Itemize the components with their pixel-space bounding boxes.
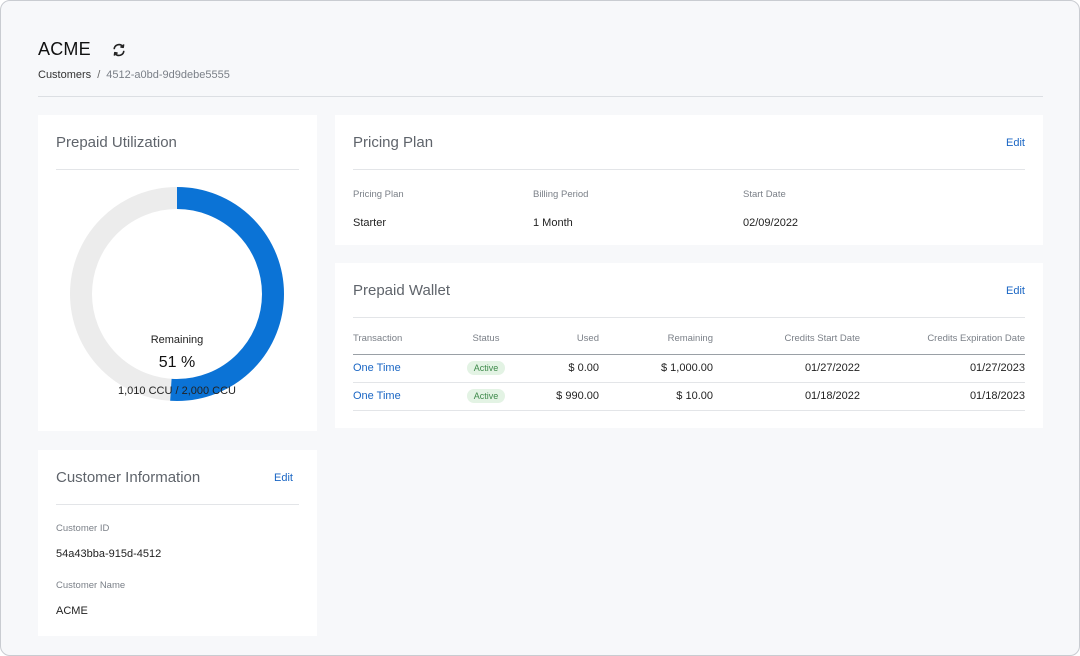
card-divider	[56, 504, 299, 505]
remaining-ccu: 1,010 CCU / 2,000 CCU	[118, 385, 236, 397]
pricing-plan-card: Pricing Plan Edit Pricing Plan Starter B…	[335, 115, 1043, 245]
start-date-field: Start Date 02/09/2022	[743, 189, 798, 229]
breadcrumb-customers[interactable]: Customers	[38, 69, 92, 81]
billing-period-label: Billing Period	[533, 189, 589, 200]
customer-information-card: Customer Information Edit Customer ID 54…	[38, 450, 317, 636]
utilization-donut: Remaining 51 % 1,010 CCU / 2,000 CCU	[69, 186, 285, 402]
card-divider	[353, 317, 1025, 318]
remaining-label: Remaining	[150, 334, 204, 346]
column-header: Status	[451, 323, 521, 355]
table-row: One Time Active $ 0.00 $ 1,000.00 01/27/…	[353, 354, 1025, 383]
header-divider	[38, 96, 1043, 97]
donut-fill-remaining	[70, 187, 284, 401]
remaining-cell: $ 1,000.00	[599, 354, 713, 383]
customer-id-label: Customer ID	[56, 523, 110, 534]
customer-info-title: Customer Information	[56, 469, 201, 486]
breadcrumb: Customers / 4512-a0bd-9d9debe5555	[38, 69, 230, 81]
column-header: Used	[521, 323, 599, 355]
table-row: One Time Active $ 990.00 $ 10.00 01/18/2…	[353, 382, 1025, 411]
card-divider	[56, 169, 299, 170]
expiration-date-cell: 01/27/2023	[860, 354, 1025, 383]
prepaid-wallet-title: Prepaid Wallet	[353, 282, 450, 299]
utilization-title: Prepaid Utilization	[56, 134, 177, 151]
pricing-plan-label: Pricing Plan	[353, 189, 404, 200]
wallet-table: Transaction Status Used Remaining Credit…	[353, 323, 1025, 411]
donut-chart	[70, 187, 284, 401]
status-badge: Active	[466, 389, 506, 403]
column-header: Remaining	[599, 323, 713, 355]
billing-period-field: Billing Period 1 Month	[533, 189, 588, 229]
prepaid-utilization-card: Prepaid Utilization Remaining 51 % 1,010…	[38, 115, 317, 431]
page-header: ACME Customers / 4512-a0bd-9d9debe5555	[38, 39, 230, 81]
status-badge: Active	[466, 361, 506, 375]
pricing-plan-title: Pricing Plan	[353, 134, 434, 151]
customer-name-value: ACME	[56, 605, 88, 617]
billing-period-value: 1 Month	[533, 217, 573, 229]
used-cell: $ 0.00	[521, 354, 599, 383]
customer-name-label: Customer Name	[56, 580, 126, 591]
pricing-plan-value: Starter	[353, 217, 387, 229]
table-header-row: Transaction Status Used Remaining Credit…	[353, 323, 1025, 355]
start-date-cell: 01/27/2022	[713, 354, 860, 383]
breadcrumb-separator: /	[97, 69, 101, 81]
transaction-link[interactable]: One Time	[353, 362, 401, 374]
prepaid-wallet-card: Prepaid Wallet Edit Transaction Status U…	[335, 263, 1043, 428]
start-date-cell: 01/18/2022	[713, 382, 860, 411]
plan-field: Pricing Plan Starter	[353, 189, 404, 229]
transaction-link[interactable]: One Time	[353, 390, 401, 402]
wallet-edit-button[interactable]: Edit	[1006, 285, 1025, 297]
remaining-percent: 51 %	[158, 354, 196, 371]
page-title: ACME	[38, 39, 91, 59]
used-cell: $ 990.00	[521, 382, 599, 411]
card-divider	[353, 169, 1025, 170]
pricing-edit-button[interactable]: Edit	[1006, 137, 1025, 149]
customer-edit-button[interactable]: Edit	[274, 472, 293, 484]
column-header: Credits Start Date	[713, 323, 860, 355]
expiration-date-cell: 01/18/2023	[860, 382, 1025, 411]
remaining-cell: $ 10.00	[599, 382, 713, 411]
refresh-icon[interactable]	[111, 42, 127, 58]
customer-id-value: 54a43bba-915d-4512	[56, 548, 162, 560]
column-header: Credits Expiration Date	[860, 323, 1025, 355]
start-date-label: Start Date	[743, 189, 786, 200]
breadcrumb-current: 4512-a0bd-9d9debe5555	[106, 69, 230, 81]
start-date-value: 02/09/2022	[743, 217, 799, 229]
column-header: Transaction	[353, 323, 451, 355]
